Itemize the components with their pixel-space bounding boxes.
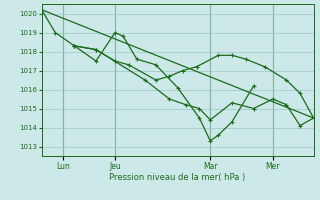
X-axis label: Pression niveau de la mer( hPa ): Pression niveau de la mer( hPa ) <box>109 173 246 182</box>
